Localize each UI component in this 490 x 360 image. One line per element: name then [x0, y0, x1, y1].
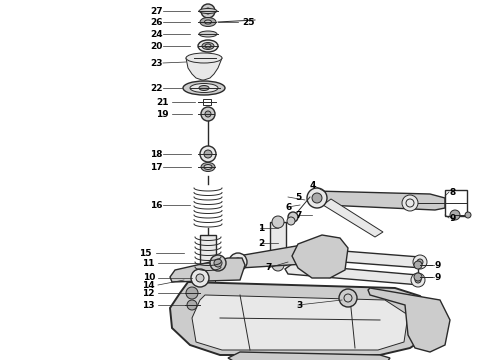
Polygon shape	[192, 295, 408, 350]
Circle shape	[234, 258, 242, 266]
Text: 9: 9	[434, 273, 441, 282]
Bar	[445, 190, 467, 216]
Circle shape	[200, 146, 216, 162]
Text: 4: 4	[310, 180, 317, 189]
Circle shape	[187, 300, 197, 310]
Text: 10: 10	[143, 274, 155, 283]
Ellipse shape	[198, 40, 218, 52]
Ellipse shape	[183, 81, 225, 95]
Text: 3: 3	[296, 301, 302, 310]
Polygon shape	[323, 199, 383, 237]
Circle shape	[413, 255, 427, 269]
Circle shape	[204, 150, 212, 158]
Text: 2: 2	[258, 239, 264, 248]
Polygon shape	[228, 352, 390, 360]
Ellipse shape	[199, 31, 217, 37]
Ellipse shape	[200, 18, 216, 27]
Text: 23: 23	[150, 59, 163, 68]
Text: 7: 7	[295, 211, 301, 220]
Circle shape	[287, 217, 295, 225]
Text: 27: 27	[150, 6, 163, 15]
Polygon shape	[292, 235, 348, 278]
Text: 9: 9	[434, 261, 441, 270]
Text: 16: 16	[150, 201, 163, 210]
Bar	[270, 222, 286, 265]
Polygon shape	[170, 258, 245, 282]
Circle shape	[272, 216, 284, 228]
Circle shape	[411, 273, 425, 287]
Ellipse shape	[186, 53, 222, 63]
Text: 22: 22	[150, 84, 163, 93]
Polygon shape	[313, 191, 445, 210]
Text: 11: 11	[143, 258, 155, 267]
Text: 13: 13	[143, 301, 155, 310]
Bar	[201, 272, 215, 300]
Ellipse shape	[204, 165, 212, 170]
Circle shape	[417, 259, 423, 265]
Ellipse shape	[202, 42, 214, 50]
Circle shape	[201, 107, 215, 121]
Text: 8: 8	[449, 188, 455, 197]
Circle shape	[312, 193, 322, 203]
Text: 5: 5	[295, 193, 301, 202]
Circle shape	[210, 255, 226, 271]
Circle shape	[202, 305, 214, 317]
Text: 15: 15	[140, 248, 152, 257]
Circle shape	[402, 195, 418, 211]
Circle shape	[339, 289, 357, 307]
Circle shape	[414, 273, 422, 281]
Text: 12: 12	[143, 288, 155, 297]
Text: 19: 19	[156, 109, 169, 118]
Text: 9: 9	[449, 213, 455, 222]
Circle shape	[205, 8, 211, 14]
Circle shape	[229, 253, 247, 271]
Polygon shape	[285, 264, 423, 285]
Circle shape	[196, 274, 204, 282]
Circle shape	[205, 111, 211, 117]
Polygon shape	[287, 247, 425, 268]
Circle shape	[288, 212, 298, 222]
Text: 1: 1	[258, 224, 264, 233]
Text: 20: 20	[150, 41, 163, 50]
Circle shape	[272, 259, 284, 271]
Ellipse shape	[204, 20, 212, 24]
Polygon shape	[186, 58, 222, 80]
Circle shape	[191, 269, 209, 287]
Bar	[203, 99, 211, 105]
Text: 24: 24	[150, 30, 163, 39]
Circle shape	[214, 259, 222, 267]
Ellipse shape	[201, 162, 215, 171]
Ellipse shape	[205, 44, 211, 48]
Ellipse shape	[199, 86, 209, 90]
Circle shape	[415, 277, 421, 283]
Text: 7: 7	[265, 264, 271, 273]
Circle shape	[307, 188, 327, 208]
Polygon shape	[232, 245, 312, 268]
Polygon shape	[170, 282, 435, 355]
Text: 25: 25	[242, 18, 254, 27]
Circle shape	[201, 4, 215, 18]
Text: 14: 14	[143, 280, 155, 289]
Ellipse shape	[199, 9, 217, 14]
Text: 21: 21	[156, 98, 169, 107]
Polygon shape	[368, 288, 450, 352]
Bar	[200, 235, 216, 273]
Ellipse shape	[190, 84, 218, 93]
Text: 18: 18	[150, 149, 163, 158]
Circle shape	[450, 210, 460, 220]
Circle shape	[465, 212, 471, 218]
Text: 6: 6	[285, 202, 291, 212]
Circle shape	[414, 261, 422, 269]
Circle shape	[186, 287, 198, 299]
Text: 17: 17	[150, 162, 163, 171]
Text: 26: 26	[150, 18, 163, 27]
